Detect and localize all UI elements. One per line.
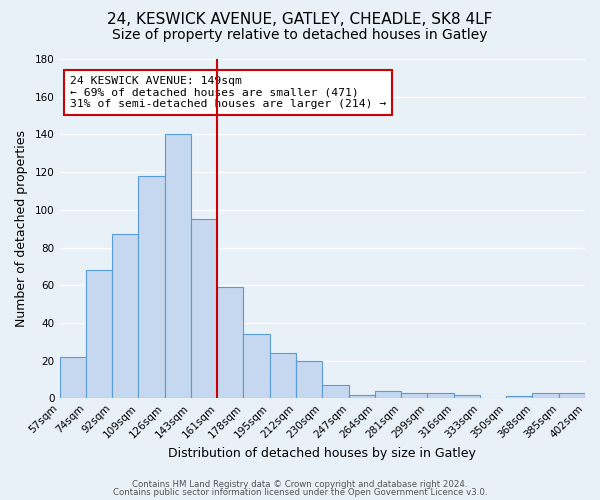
Text: 24, KESWICK AVENUE, GATLEY, CHEADLE, SK8 4LF: 24, KESWICK AVENUE, GATLEY, CHEADLE, SK8…: [107, 12, 493, 28]
Bar: [401, 392, 427, 398]
Bar: [375, 391, 401, 398]
Bar: [454, 394, 480, 398]
Bar: [86, 270, 112, 398]
Bar: [532, 392, 559, 398]
Bar: [217, 287, 244, 399]
Bar: [112, 234, 139, 398]
Bar: [270, 353, 296, 399]
Text: Contains public sector information licensed under the Open Government Licence v3: Contains public sector information licen…: [113, 488, 487, 497]
Bar: [322, 385, 349, 398]
Y-axis label: Number of detached properties: Number of detached properties: [15, 130, 28, 327]
Bar: [296, 360, 322, 399]
Bar: [191, 219, 217, 398]
Bar: [506, 396, 532, 398]
Bar: [244, 334, 270, 398]
Text: Contains HM Land Registry data © Crown copyright and database right 2024.: Contains HM Land Registry data © Crown c…: [132, 480, 468, 489]
Bar: [59, 357, 86, 399]
Bar: [164, 134, 191, 398]
Bar: [139, 176, 164, 398]
Text: 24 KESWICK AVENUE: 149sqm
← 69% of detached houses are smaller (471)
31% of semi: 24 KESWICK AVENUE: 149sqm ← 69% of detac…: [70, 76, 386, 109]
Bar: [427, 392, 454, 398]
Bar: [349, 394, 375, 398]
Bar: [559, 392, 585, 398]
Text: Size of property relative to detached houses in Gatley: Size of property relative to detached ho…: [112, 28, 488, 42]
X-axis label: Distribution of detached houses by size in Gatley: Distribution of detached houses by size …: [169, 447, 476, 460]
